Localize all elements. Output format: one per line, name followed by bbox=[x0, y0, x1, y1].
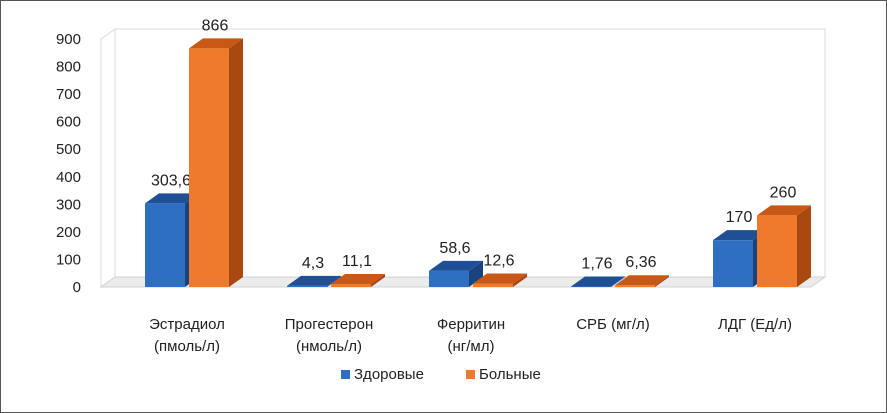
y-tick-label: 600 bbox=[56, 114, 81, 131]
data-label: 170 bbox=[726, 209, 753, 226]
data-label: 260 bbox=[770, 184, 797, 201]
legend-label: Здоровые bbox=[354, 366, 424, 383]
y-tick-label: 500 bbox=[56, 141, 81, 158]
bar-top bbox=[429, 260, 483, 271]
bar bbox=[473, 283, 513, 287]
bar-top bbox=[571, 276, 625, 287]
bar bbox=[145, 203, 185, 287]
bar bbox=[429, 270, 469, 287]
bar bbox=[189, 48, 229, 287]
y-tick-label: 800 bbox=[56, 59, 81, 76]
legend-swatch bbox=[466, 370, 475, 379]
bar-top bbox=[713, 230, 767, 241]
y-tick-label: 200 bbox=[56, 224, 81, 241]
bar-top bbox=[331, 273, 385, 284]
bar-side bbox=[797, 205, 811, 287]
bar-top bbox=[145, 193, 199, 204]
data-label: 11,1 bbox=[342, 253, 372, 270]
bar-side bbox=[513, 273, 527, 287]
y-tick-label: 0 bbox=[73, 279, 81, 296]
bar-top bbox=[287, 275, 341, 286]
category-label: Эстрадиол bbox=[149, 316, 225, 333]
data-label: 303,6 bbox=[151, 172, 191, 189]
category-label: Прогестерон bbox=[285, 316, 373, 333]
bar-side bbox=[469, 260, 483, 287]
bar-side bbox=[371, 273, 385, 287]
y-tick-label: 400 bbox=[56, 169, 81, 186]
legend-label: Больные bbox=[479, 366, 541, 383]
bar-top bbox=[757, 205, 811, 216]
bar-side bbox=[611, 276, 625, 287]
y-tick-label: 700 bbox=[56, 86, 81, 103]
bar bbox=[331, 283, 371, 287]
bar-side bbox=[327, 275, 341, 287]
data-label: 4,3 bbox=[302, 255, 324, 272]
category-label: (нг/мл) bbox=[448, 338, 495, 355]
category-label: СРБ (мг/л) bbox=[576, 316, 650, 333]
bar-side bbox=[655, 275, 669, 287]
category-label: ЛДГ (Ед/л) bbox=[718, 316, 792, 333]
y-tick-label: 100 bbox=[56, 251, 81, 268]
side-wall bbox=[100, 28, 116, 288]
bar bbox=[713, 240, 753, 287]
y-tick-label: 900 bbox=[56, 31, 81, 48]
bar bbox=[615, 285, 655, 287]
data-label: 12,6 bbox=[483, 253, 514, 270]
bar bbox=[287, 285, 327, 287]
data-label: 58,6 bbox=[439, 240, 470, 257]
bar bbox=[757, 215, 797, 287]
category-label: (нмоль/л) bbox=[296, 338, 362, 355]
data-label: 866 bbox=[202, 17, 229, 34]
bar-top bbox=[473, 273, 527, 284]
bar-top bbox=[189, 38, 243, 49]
data-label: 6,36 bbox=[625, 254, 656, 271]
category-label: (пмоль/л) bbox=[154, 338, 220, 355]
data-label: 1,76 bbox=[581, 256, 612, 273]
bar-side bbox=[229, 38, 243, 287]
bar-top bbox=[615, 275, 669, 286]
legend-swatch bbox=[341, 370, 350, 379]
category-label: Ферритин bbox=[437, 316, 505, 333]
y-tick-label: 300 bbox=[56, 196, 81, 213]
